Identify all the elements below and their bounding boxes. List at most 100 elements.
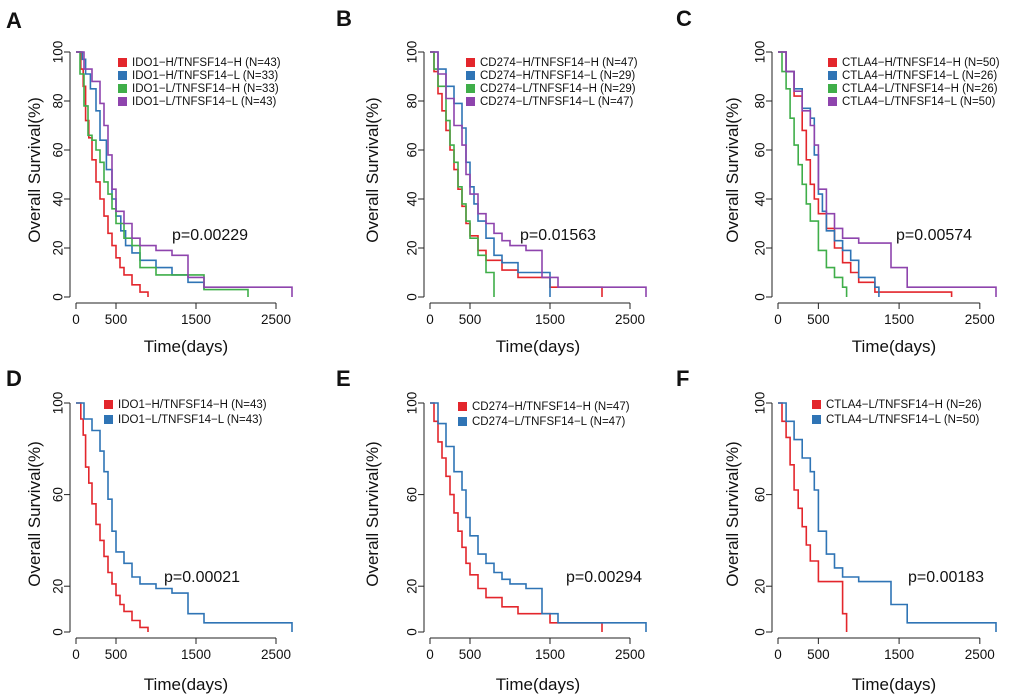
survival-curve-1 — [76, 51, 149, 297]
x-tick-label: 500 — [807, 312, 830, 327]
x-tick-label: 2500 — [965, 312, 995, 327]
y-tick-label: 20 — [51, 240, 66, 255]
survival-curve-2 — [76, 402, 293, 632]
p-value-label: p=0.00229 — [172, 227, 248, 244]
y-tick-label: 100 — [405, 41, 420, 64]
survival-curve-3 — [778, 51, 848, 297]
x-tick-label: 0 — [72, 312, 80, 327]
panel-letter: F — [676, 366, 689, 391]
x-tick-label: 0 — [774, 312, 782, 327]
p-value-label: p=0.00574 — [896, 227, 972, 244]
legend-swatch — [466, 71, 475, 80]
survival-curve-2 — [430, 402, 647, 632]
panel-letter: A — [6, 8, 22, 33]
legend-label: CD274−L/TNFSF14−L (N=47) — [472, 416, 625, 428]
y-tick-label: 80 — [753, 93, 768, 108]
y-tick-label: 40 — [405, 191, 420, 206]
x-axis-title: Time(days) — [496, 675, 580, 694]
y-tick-label: 20 — [405, 240, 420, 255]
legend-swatch — [466, 58, 475, 67]
x-axis-title: Time(days) — [852, 675, 936, 694]
x-tick-label: 1500 — [884, 647, 914, 662]
legend-label: CD274−L/TNFSF14−H (N=29) — [480, 83, 636, 95]
y-tick-label: 40 — [51, 191, 66, 206]
y-tick-label: 20 — [753, 240, 768, 255]
x-axis-title: Time(days) — [144, 337, 228, 356]
p-value-label: p=0.00183 — [908, 569, 984, 586]
x-tick-label: 2500 — [261, 312, 291, 327]
y-axis-title: Overall Survival(%) — [25, 97, 44, 242]
legend-swatch — [828, 71, 837, 80]
legend-label: CTLA4−L/TNFSF14−H (N=26) — [826, 399, 982, 411]
survival-curve-2 — [778, 51, 880, 297]
survival-curve-1 — [430, 402, 603, 632]
survival-curve-2 — [430, 51, 551, 297]
panel-c: C 0 20 40 60 80 100 0 500 1500 2500 Overall Surviva… — [676, 6, 1000, 356]
p-value-label: p=0.01563 — [520, 227, 596, 244]
x-tick-label: 1500 — [181, 647, 211, 662]
panel-f: F 0 20 60 100 0 500 1500 2500 Overall Survival(%)… — [676, 366, 997, 694]
y-axis-title: Overall Survival(%) — [363, 441, 382, 586]
legend-swatch — [118, 58, 127, 67]
y-tick-label: 20 — [405, 579, 420, 594]
legend-label: CTLA4−L/TNFSF14−L (N=50) — [842, 96, 995, 108]
y-tick-label: 100 — [753, 392, 768, 415]
y-tick-label: 20 — [51, 579, 66, 594]
legend-label: CTLA4−L/TNFSF14−L (N=50) — [826, 414, 979, 426]
legend-swatch — [812, 400, 821, 409]
survival-curve-3 — [76, 51, 249, 297]
y-tick-label: 100 — [405, 392, 420, 415]
legend-swatch — [466, 84, 475, 93]
x-tick-label: 500 — [459, 647, 482, 662]
legend: CD274−H/TNFSF14−H (N=47) CD274−L/TNFSF14−… — [458, 401, 630, 428]
x-tick-label: 2500 — [965, 647, 995, 662]
y-axis-title: Overall Survival(%) — [25, 441, 44, 586]
x-tick-label: 1500 — [535, 647, 565, 662]
x-tick-label: 2500 — [261, 647, 291, 662]
legend-label: CD274−H/TNFSF14−H (N=47) — [472, 401, 630, 413]
y-tick-label: 100 — [51, 41, 66, 64]
x-tick-label: 1500 — [535, 312, 565, 327]
legend-label: CTLA4−L/TNFSF14−H (N=26) — [842, 83, 998, 95]
y-tick-label: 100 — [51, 392, 66, 415]
legend: CTLA4−H/TNFSF14−H (N=50)CTLA4−H/TNFSF14−… — [828, 57, 1000, 108]
legend: IDO1−H/TNFSF14−H (N=43) IDO1−L/TNFSF14−L … — [104, 399, 267, 426]
legend-swatch — [118, 97, 127, 106]
p-value-label: p=0.00021 — [164, 569, 240, 586]
legend-label: CD274−H/TNFSF14−L (N=29) — [480, 70, 635, 82]
y-tick-label: 60 — [753, 142, 768, 157]
legend-label: IDO1−L/TNFSF14−H (N=33) — [132, 83, 279, 95]
legend-swatch — [828, 84, 837, 93]
legend-swatch — [812, 415, 821, 424]
x-tick-label: 500 — [105, 647, 128, 662]
y-tick-label: 60 — [51, 487, 66, 502]
legend-label: IDO1−H/TNFSF14−H (N=43) — [118, 399, 267, 411]
survival-curve-1 — [778, 51, 953, 297]
y-axis-title: Overall Survival(%) — [723, 441, 742, 586]
y-tick-label: 60 — [405, 487, 420, 502]
x-tick-label: 500 — [459, 312, 482, 327]
legend-label: IDO1−H/TNFSF14−H (N=43) — [132, 57, 281, 69]
x-tick-label: 0 — [426, 647, 434, 662]
x-tick-label: 500 — [105, 312, 128, 327]
x-axis-title: Time(days) — [144, 675, 228, 694]
panel-letter: C — [676, 6, 692, 31]
x-tick-label: 0 — [426, 312, 434, 327]
survival-curve-4 — [430, 51, 647, 297]
legend-label: IDO1−L/TNFSF14−L (N=43) — [118, 414, 263, 426]
x-tick-label: 500 — [807, 647, 830, 662]
legend-label: CD274−H/TNFSF14−H (N=47) — [480, 57, 638, 69]
y-tick-label: 20 — [753, 579, 768, 594]
y-tick-label: 0 — [51, 628, 66, 636]
y-tick-label: 60 — [405, 142, 420, 157]
survival-curve-1 — [76, 402, 149, 632]
panel-letter: E — [336, 366, 351, 391]
y-tick-label: 80 — [51, 93, 66, 108]
x-tick-label: 0 — [774, 647, 782, 662]
legend: IDO1−H/TNFSF14−H (N=43)IDO1−H/TNFSF14−L … — [118, 57, 281, 108]
legend-label: CTLA4−H/TNFSF14−H (N=50) — [842, 57, 1000, 69]
survival-curve-3 — [430, 51, 495, 297]
x-tick-label: 1500 — [181, 312, 211, 327]
y-tick-label: 0 — [405, 293, 420, 301]
